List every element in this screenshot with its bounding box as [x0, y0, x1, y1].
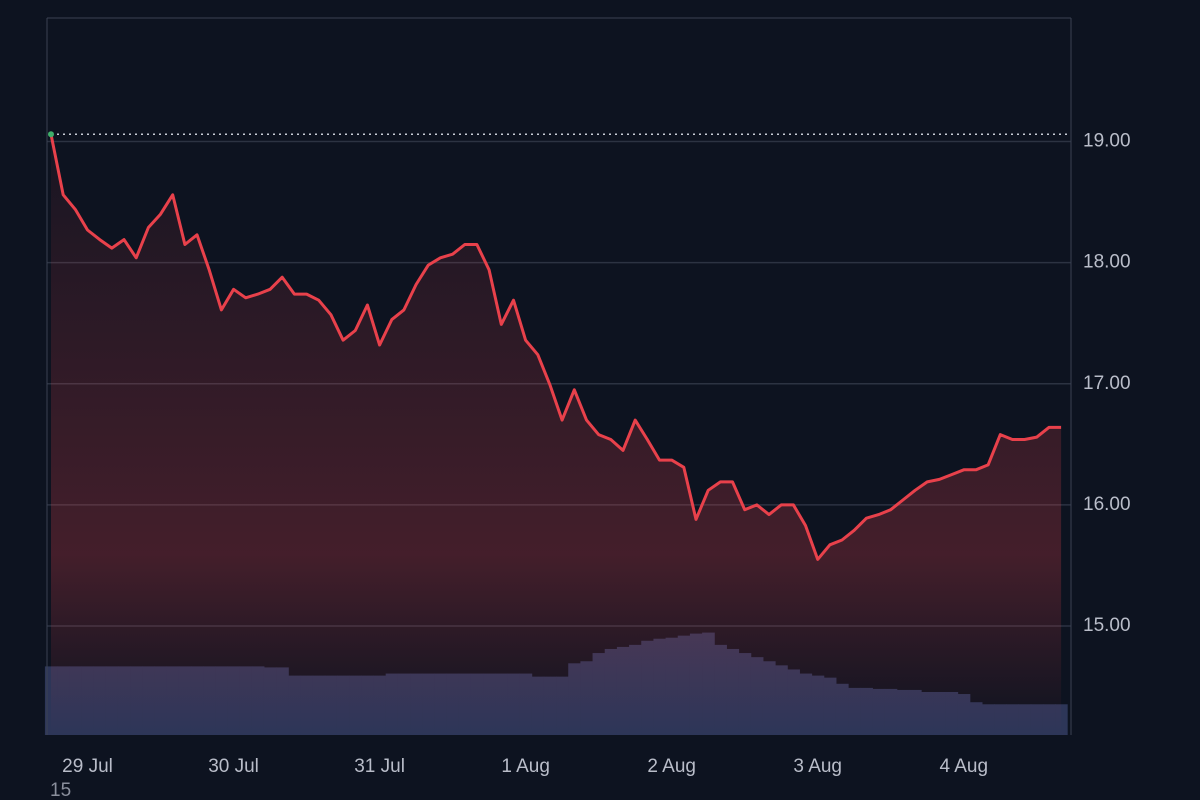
- x-tick-label: 2 Aug: [647, 756, 696, 777]
- plot-layer: 15.00 16.00 17.00 18.00 19.00 29 Jul 30 Jul 31 …: [44, 131, 1131, 777]
- x-tick-label: 29 Jul: [62, 756, 113, 777]
- x-tick-label: 31 Jul: [354, 756, 405, 777]
- y-tick-label: 15.00: [1083, 615, 1131, 636]
- x-tick-label: 4 Aug: [939, 756, 988, 777]
- price-line: [49, 134, 1062, 561]
- y-tick-label: 18.00: [1083, 252, 1131, 273]
- start-dot: [48, 131, 54, 138]
- x-tick-label: 1 Aug: [501, 756, 550, 777]
- area: [51, 134, 1062, 736]
- x-tick-label: 30 Jul: [208, 756, 259, 777]
- x-tick-label: 3 Aug: [793, 756, 842, 777]
- y-tick-label: 17.00: [1083, 373, 1131, 394]
- annotation: 15: [50, 780, 71, 800]
- y-tick-label: 16.00: [1083, 494, 1131, 515]
- y-tick-label: 19.00: [1083, 131, 1131, 152]
